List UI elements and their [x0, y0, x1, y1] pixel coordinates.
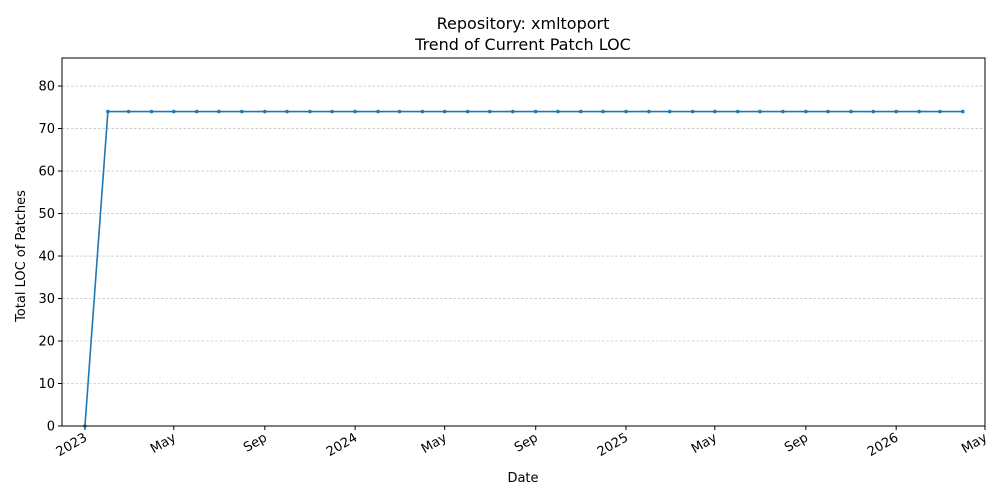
chart-title: Repository: xmltoport: [437, 14, 610, 33]
data-point: [217, 109, 221, 114]
data-point: [106, 109, 110, 114]
y-tick-label: 80: [38, 80, 55, 95]
data-point: [330, 109, 334, 114]
data-point: [804, 109, 808, 114]
series-line: [84, 110, 963, 427]
y-tick-label: 70: [38, 122, 55, 137]
data-point: [420, 109, 425, 114]
data-point: [556, 109, 560, 114]
x-tick-label: 2023: [54, 430, 90, 460]
x-tick-label: May: [419, 430, 450, 457]
data-point: [758, 109, 762, 114]
data-point: [938, 109, 942, 114]
x-axis-label: Date: [507, 471, 538, 486]
data-point: [917, 109, 921, 114]
y-tick-label: 0: [47, 420, 55, 435]
gridlines: [62, 85, 985, 384]
data-point: [533, 109, 538, 114]
data-point: [126, 109, 131, 114]
data-point: [397, 109, 402, 114]
y-tick-label: 60: [38, 165, 55, 180]
data-point: [240, 109, 244, 114]
y-tick-label: 40: [38, 250, 55, 265]
data-point: [171, 109, 176, 114]
x-tick-label: 2026: [865, 430, 901, 460]
data-point: [960, 109, 965, 114]
data-point: [894, 109, 898, 114]
data-point: [376, 109, 380, 114]
data-point: [353, 109, 357, 114]
data-point: [713, 109, 717, 114]
x-tick-label: 2025: [595, 430, 631, 460]
y-tick-label: 30: [38, 292, 55, 307]
y-tick-label: 20: [38, 335, 55, 350]
x-tick-label: Sep: [512, 430, 541, 455]
data-point: [667, 109, 672, 114]
data-point: [871, 109, 876, 114]
plot-frame: [61, 57, 986, 427]
x-axis-ticks: 2023 May Sep 2024 May Sep 2025 May Sep 2026 May: [54, 426, 990, 460]
x-tick-label: May: [148, 430, 179, 457]
data-point: [826, 109, 830, 114]
series-layer: [83, 109, 965, 428]
x-tick-label: May: [689, 430, 720, 457]
data-point: [149, 109, 154, 114]
x-tick-label: Sep: [241, 430, 270, 455]
y-axis-ticks: 0 10 20 30 40 50 60 70 80: [38, 80, 62, 435]
data-point: [488, 109, 492, 114]
data-point: [285, 109, 289, 114]
data-point: [781, 109, 785, 114]
x-tick-label: 2024: [324, 430, 360, 460]
x-tick-label: Sep: [782, 430, 811, 455]
data-point: [308, 109, 312, 114]
data-point: [601, 109, 605, 114]
data-point: [735, 109, 740, 114]
data-point: [442, 109, 447, 114]
data-point: [465, 109, 470, 114]
y-tick-label: 50: [38, 207, 55, 222]
data-point: [647, 109, 651, 114]
data-point: [579, 109, 583, 114]
y-axis-label: Total LOC of Patches: [14, 190, 29, 323]
data-point: [263, 109, 267, 114]
data-point: [510, 109, 515, 114]
data-point: [690, 109, 695, 114]
data-point: [849, 109, 853, 114]
chart-subtitle: Trend of Current Patch LOC: [414, 35, 631, 54]
data-point: [624, 109, 628, 114]
y-tick-label: 10: [38, 377, 55, 392]
x-tick-label: May: [959, 430, 990, 457]
data-point: [194, 109, 199, 114]
